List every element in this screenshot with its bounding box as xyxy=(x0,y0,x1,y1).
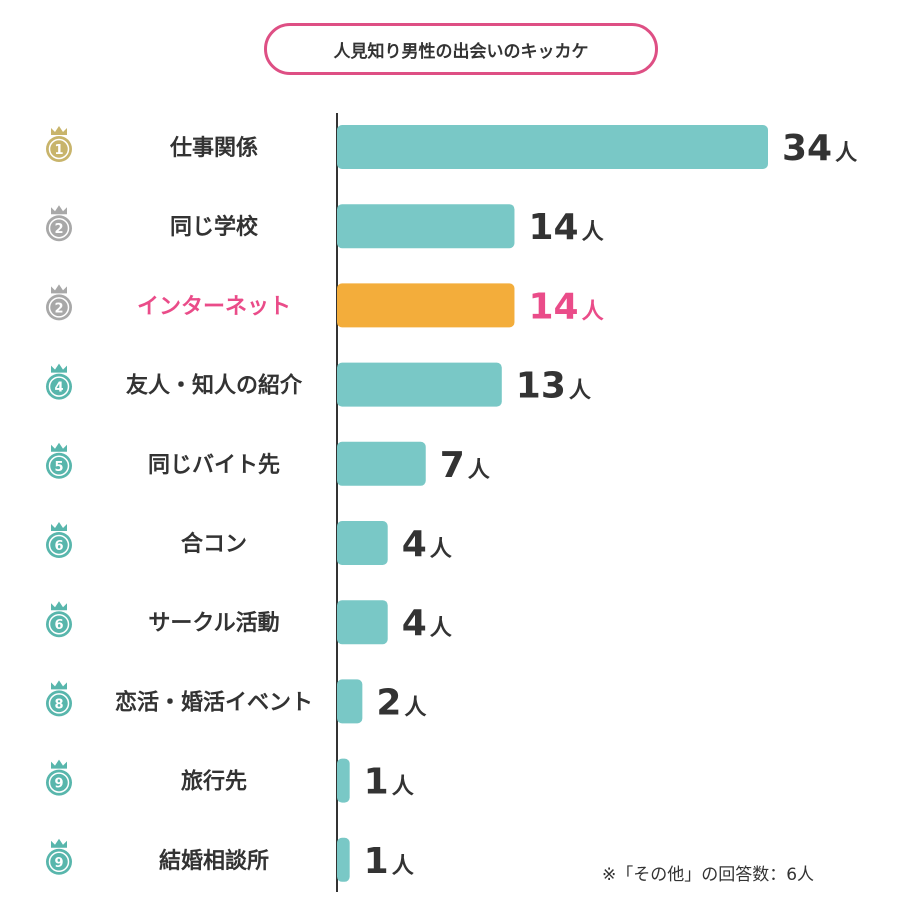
value-label: 13 人 xyxy=(516,366,591,407)
medal-crown-icon xyxy=(51,205,67,214)
rank-number: 6 xyxy=(54,618,63,633)
bar xyxy=(337,521,388,565)
rank-number: 4 xyxy=(54,381,63,396)
medal-crown-icon xyxy=(51,443,67,452)
category-label: 旅行先 xyxy=(181,769,247,795)
bar xyxy=(337,204,514,248)
bar xyxy=(337,442,426,486)
bar xyxy=(337,600,388,644)
category-label: 恋活・婚活イベント xyxy=(115,689,313,715)
category-label: 同じバイト先 xyxy=(148,453,280,478)
category-label: インターネット xyxy=(137,294,291,319)
medal-crown-icon xyxy=(51,522,67,531)
bar xyxy=(337,679,362,723)
rank-number: 6 xyxy=(54,539,63,554)
bar xyxy=(337,838,350,882)
rank-number: 1 xyxy=(54,143,63,158)
rank-number: 9 xyxy=(54,856,63,871)
bar xyxy=(337,125,768,169)
value-label: 14 人 xyxy=(528,286,603,327)
category-label: 結婚相談所 xyxy=(159,848,269,874)
rank-number: 2 xyxy=(54,222,63,237)
value-label: 14 人 xyxy=(528,207,603,248)
category-label: 友人・知人の紹介 xyxy=(126,373,303,399)
category-label: サークル活動 xyxy=(148,611,279,636)
value-label: 34 人 xyxy=(782,128,857,169)
medal-crown-icon xyxy=(51,364,67,373)
category-label: 同じ学校 xyxy=(170,214,259,240)
medal-crown-icon xyxy=(51,680,67,689)
medal-crown-icon xyxy=(51,839,67,848)
category-label: 合コン xyxy=(181,531,247,557)
rank-number: 8 xyxy=(54,697,63,712)
medal-crown-icon xyxy=(51,760,67,769)
category-label: 仕事関係 xyxy=(169,135,258,161)
medal-crown-icon xyxy=(51,601,67,610)
footnote: ※「その他」の回答数：6人 xyxy=(602,860,814,885)
rank-number: 2 xyxy=(54,301,63,316)
bar xyxy=(337,363,502,407)
medal-crown-icon xyxy=(51,284,67,293)
bar xyxy=(337,759,350,803)
medal-crown-icon xyxy=(51,126,67,135)
bar xyxy=(337,283,514,327)
rank-number: 9 xyxy=(54,777,63,792)
rank-number: 5 xyxy=(54,460,63,475)
